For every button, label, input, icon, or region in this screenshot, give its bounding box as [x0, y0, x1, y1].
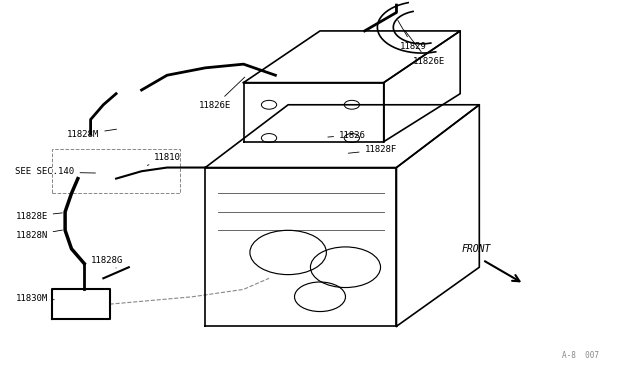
Text: 11828G: 11828G [91, 256, 123, 268]
Text: 11828M: 11828M [67, 129, 116, 139]
Text: 11830M: 11830M [15, 294, 54, 303]
Text: SEE SEC.140: SEE SEC.140 [15, 167, 95, 176]
Text: 11810: 11810 [147, 153, 181, 166]
Text: 11828E: 11828E [15, 212, 62, 221]
Text: 11828N: 11828N [15, 230, 62, 240]
Text: A-8  007: A-8 007 [562, 350, 599, 359]
Text: 11826: 11826 [328, 131, 366, 140]
Text: 11826E: 11826E [404, 30, 445, 66]
Text: FRONT: FRONT [461, 244, 491, 254]
Text: 11829: 11829 [398, 20, 426, 51]
Text: 11828F: 11828F [348, 145, 397, 154]
Text: 11826E: 11826E [199, 77, 244, 110]
